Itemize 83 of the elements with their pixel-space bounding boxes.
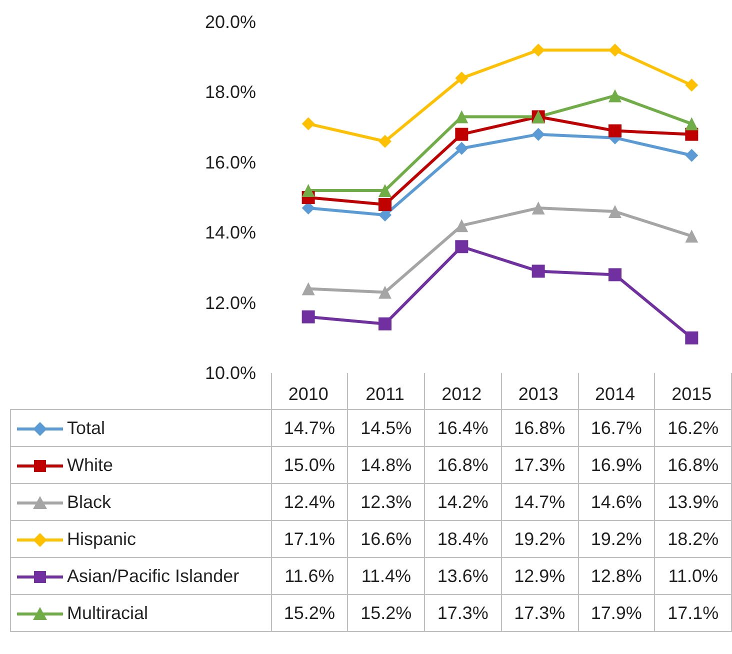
data-label: 17.9% (578, 594, 655, 632)
point (455, 110, 468, 124)
data-label: 14.6% (578, 484, 655, 520)
data-label: 16.7% (578, 410, 655, 446)
legend-label: Total (67, 418, 106, 438)
point (302, 282, 315, 296)
data-label: 12.4% (271, 484, 348, 520)
data-label: 13.9% (654, 484, 732, 520)
point (532, 202, 545, 215)
legend-label: Black (67, 492, 112, 512)
point (608, 124, 622, 138)
x-tick-label: 2011 (366, 384, 404, 404)
data-label: 19.2% (501, 520, 578, 558)
x-tick-label: 2015 (672, 384, 712, 404)
data-label: 17.1% (271, 520, 348, 558)
data-label: 19.2% (578, 520, 655, 558)
point (378, 134, 392, 148)
point (608, 268, 622, 282)
point (378, 198, 392, 212)
y-tick-label: 10.0% (204, 363, 256, 383)
legend-label: White (67, 454, 114, 474)
data-label: 12.9% (501, 558, 578, 594)
point (608, 205, 622, 218)
point (302, 117, 315, 130)
point (685, 117, 698, 130)
point (608, 89, 622, 102)
data-label: 16.8% (424, 446, 502, 484)
y-tick-label: 12.0% (204, 292, 256, 313)
data-label: 16.8% (654, 446, 732, 484)
point (608, 44, 622, 57)
x-tick-label: 2014 (594, 384, 636, 404)
data-label: 14.8% (348, 446, 425, 484)
data-label: 14.5% (348, 410, 425, 446)
data-label: 11.4% (348, 558, 425, 594)
point (378, 184, 392, 197)
legend-label: Multiracial (67, 602, 148, 622)
y-tick-label: 18.0% (204, 82, 256, 102)
point (532, 128, 545, 141)
data-label: 13.6% (424, 558, 502, 594)
legend-label: Asian/Pacific Islander (67, 566, 240, 586)
point (378, 286, 392, 299)
y-tick-label: 16.0% (204, 152, 256, 172)
data-label: 17.1% (654, 594, 732, 632)
point (685, 230, 698, 243)
x-tick-label: 2012 (442, 384, 482, 404)
legend-label: Hispanic (67, 528, 136, 548)
data-label: 16.8% (501, 410, 578, 446)
data-label: 12.3% (348, 484, 425, 520)
data-label: 18.4% (424, 520, 502, 558)
point (455, 219, 468, 232)
point (685, 331, 698, 344)
point (532, 44, 545, 57)
point (378, 317, 392, 330)
data-label: 17.3% (501, 594, 578, 632)
data-label: 15.0% (271, 446, 348, 484)
data-label: 12.8% (578, 558, 655, 594)
point (685, 78, 698, 92)
point (455, 72, 468, 85)
data-label: 16.4% (424, 410, 502, 446)
data-label: 17.3% (424, 594, 502, 632)
point (455, 142, 468, 155)
data-label: 14.2% (424, 484, 502, 520)
point (455, 240, 468, 254)
point (302, 184, 315, 197)
data-label: 17.3% (501, 446, 578, 484)
y-tick-label: 14.0% (204, 222, 256, 243)
point (685, 148, 698, 162)
point (302, 310, 315, 324)
x-tick-label: 2010 (288, 384, 328, 404)
data-label: 16.2% (654, 410, 732, 446)
data-label: 15.2% (271, 594, 348, 632)
data-label: 15.2% (348, 594, 425, 632)
y-tick-label: 20.0% (204, 12, 256, 32)
x-tick-label: 2013 (518, 384, 558, 404)
point (455, 128, 468, 141)
data-label: 16.6% (348, 520, 425, 558)
data-label: 14.7% (501, 484, 578, 520)
data-label: 11.6% (271, 558, 348, 594)
data-label: 14.7% (271, 410, 348, 446)
point (532, 264, 545, 278)
data-label: 16.9% (578, 446, 655, 484)
data-label: 18.2% (654, 520, 732, 558)
data-label: 11.0% (654, 558, 732, 594)
